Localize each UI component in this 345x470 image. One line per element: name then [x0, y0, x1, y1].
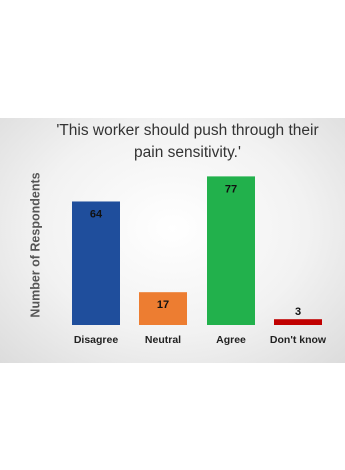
bar: [274, 319, 322, 325]
bar: [72, 201, 120, 325]
value-label: 77: [225, 183, 237, 195]
bar: [139, 292, 187, 325]
value-label: 64: [90, 208, 103, 220]
x-tick-label: Don't know: [270, 334, 327, 346]
bar: [207, 176, 255, 325]
value-label: 17: [157, 299, 169, 311]
x-tick-label: Agree: [216, 334, 246, 346]
x-tick-label: Neutral: [145, 334, 181, 346]
value-label: 3: [295, 306, 301, 318]
x-tick-label: Disagree: [74, 334, 119, 346]
y-axis-label: Number of Respondents: [28, 172, 42, 317]
chart-title: 'This worker should push through their p…: [56, 122, 319, 161]
